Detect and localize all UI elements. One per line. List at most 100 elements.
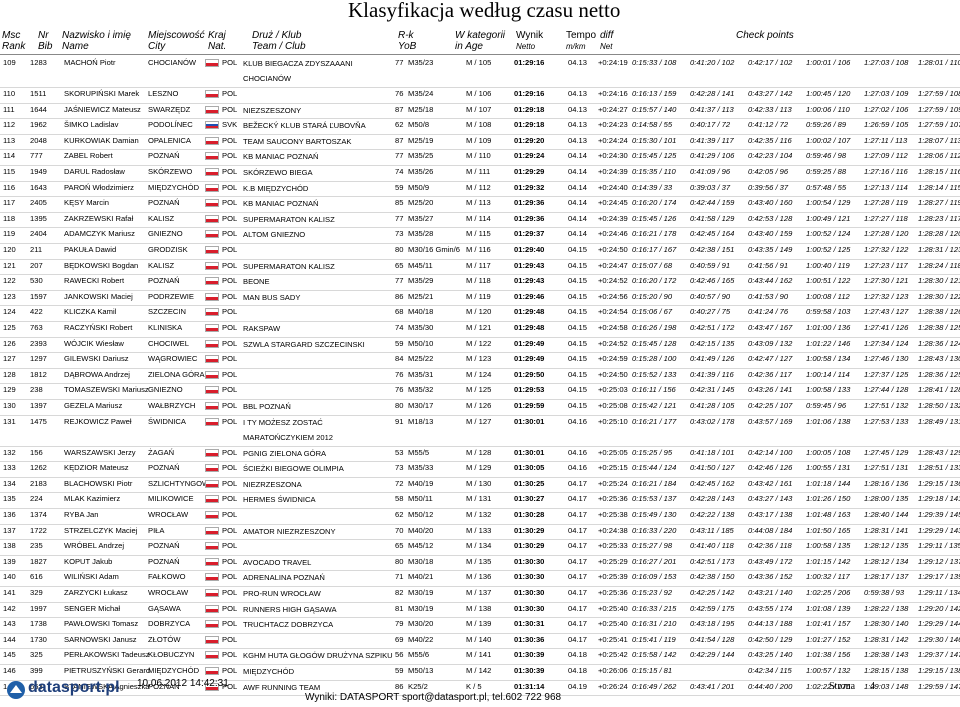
flag: [205, 635, 219, 644]
flag: [205, 277, 219, 286]
netto: 01:30:30: [514, 588, 545, 597]
checkpoint: 1:27:03 / 109: [864, 89, 909, 98]
category: M50/10: [408, 338, 434, 348]
checkpoint: 0:43:17 / 138: [748, 510, 793, 519]
diff: +0:25:05: [598, 447, 628, 457]
in-age: M / 135: [466, 556, 492, 566]
row-rule: [0, 617, 960, 619]
name: ZAKRZEWSKI Rafał: [64, 213, 134, 223]
row-rule: [0, 149, 960, 151]
row-rule: [0, 492, 960, 494]
nat: POL: [222, 260, 238, 270]
row-rule: [0, 227, 960, 229]
yob: 59: [395, 338, 404, 348]
in-age: M / 126: [466, 401, 492, 410]
city: ŚWIDNICA: [148, 416, 186, 426]
yob: 56: [395, 650, 404, 660]
category: M35/33: [408, 463, 434, 473]
yob: 69: [395, 634, 404, 644]
rank: 142: [3, 603, 16, 613]
checkpoint: 0:42:35 / 116: [748, 135, 792, 145]
club: MAN BUS SADY: [243, 292, 301, 302]
checkpoint: 1:27:59 / 107: [918, 120, 960, 130]
in-age: M / 105: [466, 58, 492, 67]
flag: [205, 557, 219, 566]
checkpoint: 1:00:45 / 120: [806, 89, 851, 98]
checkpoint: 1:00:51 / 122: [806, 276, 851, 286]
checkpoint: 0:15:28 / 100: [632, 354, 677, 364]
row-rule: [0, 336, 960, 338]
category: M45/12: [408, 541, 434, 551]
rank: 143: [3, 619, 16, 629]
pace: 04.13: [568, 58, 588, 67]
netto: 01:29:36: [514, 213, 545, 223]
checkpoint: 0:16:21 / 184: [632, 478, 677, 488]
in-age: M / 120: [466, 307, 492, 317]
city: POZNAŃ: [148, 681, 180, 691]
logo-icon: [7, 681, 25, 699]
pace: 04.14: [568, 229, 588, 239]
checkpoint: 0:42:38 / 151: [690, 245, 735, 254]
pace: 04.15: [568, 260, 588, 270]
checkpoint: 0:15:30 / 101: [632, 135, 677, 145]
checkpoint: 1:29:29 / 144: [918, 619, 960, 629]
checkpoint: 0:43:27 / 142: [748, 89, 793, 98]
checkpoint: 1:29:15 / 136: [918, 478, 960, 488]
checkpoint: 0:16:31 / 210: [632, 619, 677, 629]
flag: [205, 448, 219, 457]
checkpoint: 1:00:58 / 135: [806, 541, 851, 551]
in-age: M / 124: [466, 369, 492, 379]
row-rule: [0, 305, 960, 307]
row-rule: [0, 165, 960, 166]
name: MLAK Kazimierz: [64, 494, 121, 504]
flag: [205, 386, 219, 395]
club: I TY MOŻESZ ZOSTAĆ MARATOŃCZYKIEM 2012: [243, 417, 334, 442]
column-header: Msc: [2, 30, 21, 41]
checkpoint: 0:59:45 / 96: [806, 401, 847, 410]
netto: 01:30:39: [514, 666, 545, 675]
row-rule: [0, 383, 960, 385]
checkpoint: 0:41:58 / 129: [690, 213, 735, 223]
checkpoint: 0:42:36 / 117: [748, 369, 792, 379]
nat: POL: [222, 525, 238, 535]
name: PAKUŁA Dawid: [64, 245, 117, 254]
netto: 01:30:31: [514, 619, 545, 629]
name: KĘSY Marcin: [64, 198, 110, 208]
checkpoint: 1:01:41 / 157: [806, 619, 851, 629]
row-rule: [0, 399, 960, 400]
checkpoint: 1:29:15 / 138: [918, 666, 960, 675]
checkpoint: 1:27:03 / 108: [864, 58, 909, 67]
checkpoint: 0:42:28 / 143: [690, 494, 735, 504]
flag: [205, 136, 219, 145]
checkpoint: 0:42:46 / 165: [690, 276, 735, 286]
category: M50/13: [408, 666, 434, 675]
checkpoint: 1:01:08 / 139: [806, 603, 851, 613]
diff: +0:25:40: [598, 603, 628, 613]
checkpoint: 0:42:45 / 162: [690, 478, 735, 488]
rank: 127: [3, 354, 16, 364]
pace: 04.15: [568, 385, 588, 395]
name: ZARZYCKI Łukasz: [64, 588, 128, 597]
row-rule: [0, 508, 960, 509]
flag: [205, 526, 219, 535]
footer-page-label: Strona: [829, 681, 856, 692]
checkpoint: 1:28:31 / 141: [864, 525, 909, 535]
pace: 04.14: [568, 167, 588, 176]
checkpoint: 1:28:40 / 144: [864, 510, 909, 519]
club: SUPERMARATON KALISZ: [243, 261, 335, 271]
in-age: M / 111: [466, 167, 491, 176]
checkpoint: 1:27:13 / 114: [864, 182, 908, 192]
pace: 04.17: [568, 556, 588, 566]
nat: POL: [222, 494, 238, 504]
row-rule: [0, 102, 960, 104]
bib: 207: [30, 260, 43, 270]
checkpoint: 1:27:59 / 108: [918, 89, 960, 98]
in-age: M / 107: [466, 104, 492, 114]
bib: 211: [30, 245, 43, 254]
bib: 763: [30, 323, 43, 332]
checkpoint: 0:43:27 / 143: [748, 494, 793, 504]
checkpoint: 0:42:36 / 118: [748, 541, 792, 551]
name: WILIŃSKI Adam: [64, 572, 119, 582]
checkpoint: 0:42:15 / 135: [690, 338, 735, 348]
bib: 1730: [30, 634, 47, 644]
